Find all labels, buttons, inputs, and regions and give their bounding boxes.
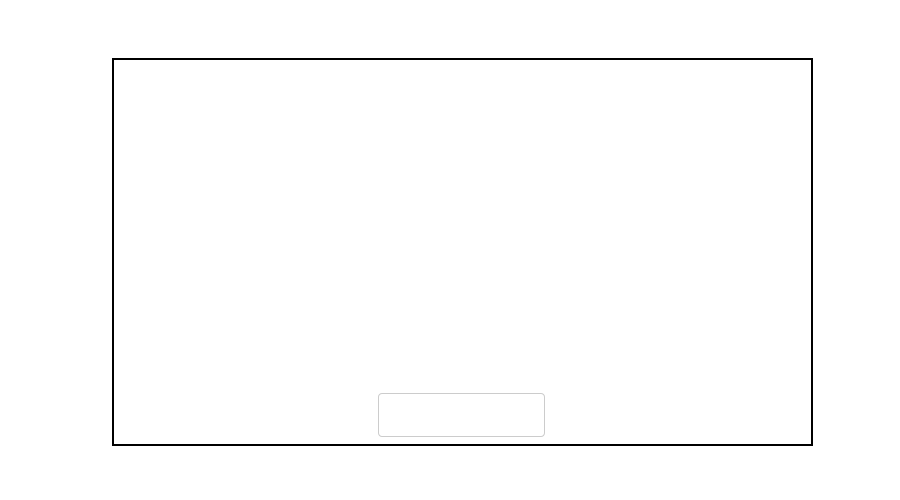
legend-swatch-distinct-ips <box>385 402 410 412</box>
legend-swatch-downloads <box>385 420 410 430</box>
plot-area <box>112 58 813 446</box>
legend-item-distinct-ips <box>385 398 536 416</box>
legend <box>378 393 545 437</box>
legend-item-downloads <box>385 416 536 434</box>
